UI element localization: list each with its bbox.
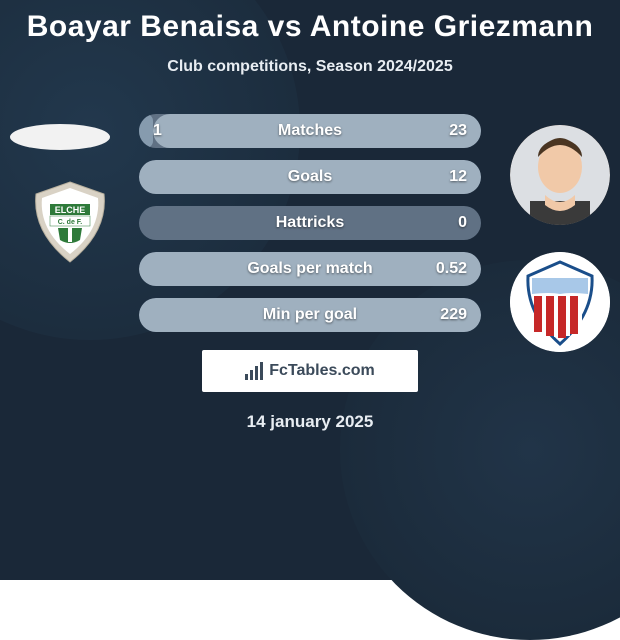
subtitle: Club competitions, Season 2024/2025 (167, 58, 452, 76)
stat-label: Goals (288, 168, 332, 186)
crest-icon (510, 252, 610, 352)
stat-label: Goals per match (247, 260, 372, 278)
stat-value-right: 0.52 (436, 260, 467, 278)
stat-value-left: 1 (153, 122, 162, 140)
stat-value-right: 23 (449, 122, 467, 140)
player-icon (510, 125, 610, 225)
stat-value-right: 0 (458, 214, 467, 232)
stats-list: 1 Matches 23 Goals 12 Hattricks 0 Goals per mat… (139, 114, 481, 332)
stat-row: Min per goal 229 (139, 298, 481, 332)
club-crest-left: ELCHE C. de F. (28, 180, 112, 264)
stat-row: Goals per match 0.52 (139, 252, 481, 286)
svg-text:ELCHE: ELCHE (55, 205, 86, 215)
stat-row: Goals 12 (139, 160, 481, 194)
stat-label: Matches (278, 122, 342, 140)
avatar-right (510, 125, 610, 225)
stat-row: Hattricks 0 (139, 206, 481, 240)
stat-row: 1 Matches 23 (139, 114, 481, 148)
source-badge: FcTables.com (202, 350, 418, 392)
content: Boayar Benaisa vs Antoine Griezmann Club… (0, 0, 620, 580)
date-text: 14 january 2025 (247, 412, 374, 432)
stat-value-right: 229 (440, 306, 467, 324)
svg-text:C. de F.: C. de F. (58, 219, 83, 226)
stat-label: Min per goal (263, 306, 357, 324)
avatar-left (10, 124, 110, 150)
bars-icon (245, 362, 263, 380)
source-text: FcTables.com (269, 362, 375, 380)
stat-label: Hattricks (276, 214, 344, 232)
stat-value-right: 12 (449, 168, 467, 186)
crest-icon: ELCHE C. de F. (28, 180, 112, 264)
stat-fill-left (139, 114, 153, 148)
club-crest-right (510, 252, 610, 352)
page-title: Boayar Benaisa vs Antoine Griezmann (27, 10, 594, 44)
